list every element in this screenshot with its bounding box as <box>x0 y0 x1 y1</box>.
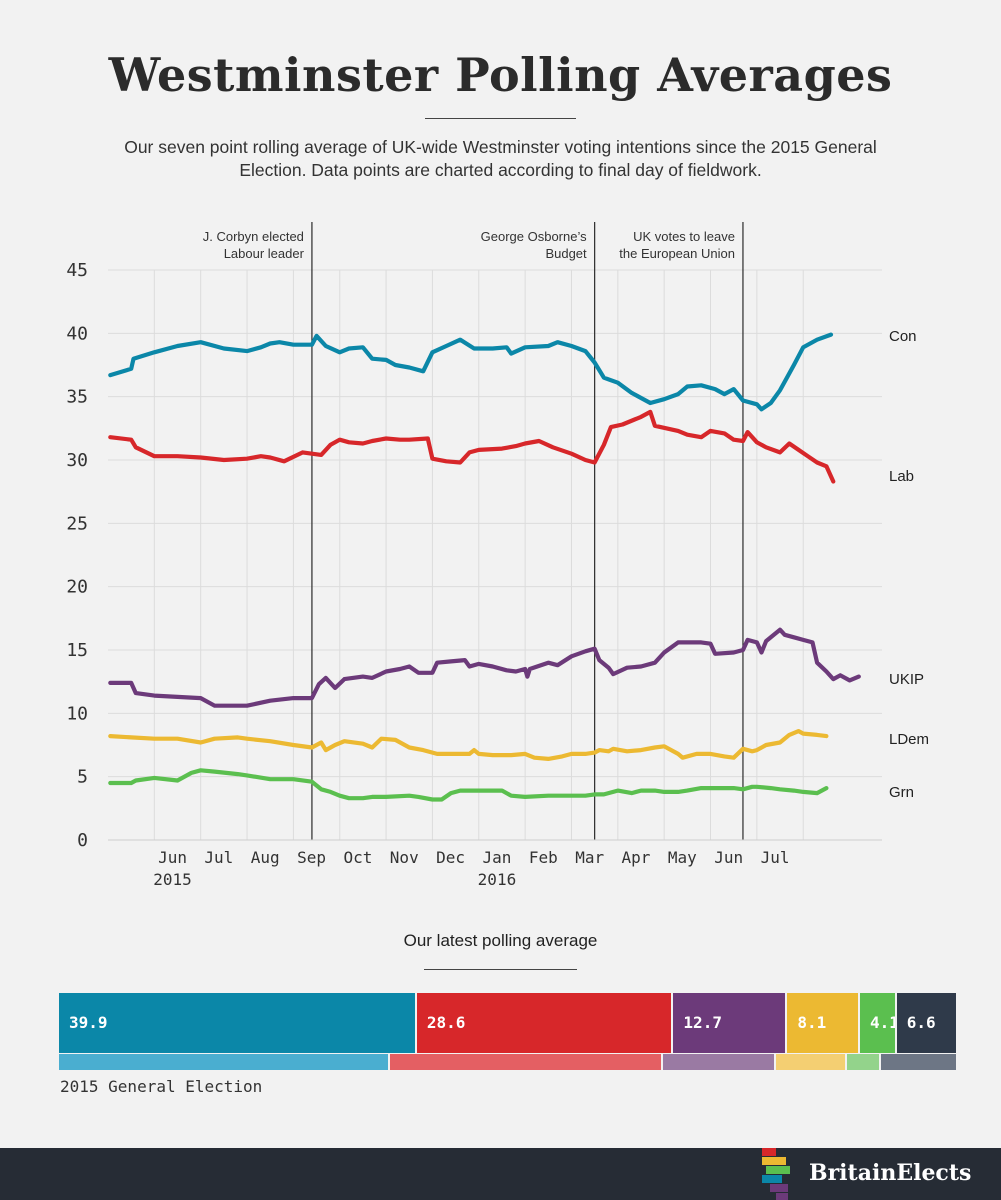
x-tick-label: Jul <box>204 848 233 867</box>
y-tick-label: 10 <box>66 703 88 724</box>
y-tick-label: 40 <box>66 323 88 344</box>
series-label-con: Con <box>889 328 917 345</box>
x-tick-label: May <box>668 848 697 867</box>
latest-segment-ukip: 12.7 <box>673 993 788 1053</box>
ge-segment-grn <box>846 1054 881 1070</box>
page-title: Westminster Polling Averages <box>108 48 893 102</box>
event-label: George Osborne’s <box>481 229 587 244</box>
series-label-ukip: UKIP <box>889 671 924 688</box>
series-line-con <box>108 332 834 412</box>
ge-segment-lab <box>389 1054 663 1070</box>
chart-events: J. Corbyn elected Labour leader George Osb… <box>203 222 744 840</box>
general-election-label: 2015 General Election <box>60 1077 263 1096</box>
britainelects-logo-icon <box>762 1148 790 1200</box>
chart-series: Con Lab UKIP LDem Grn <box>108 328 929 802</box>
y-tick-label: 35 <box>66 387 88 408</box>
x-tick-label: Jul <box>761 848 790 867</box>
x-tick-label: Oct <box>343 848 372 867</box>
y-tick-label: 15 <box>66 640 88 661</box>
chart-grid <box>108 269 882 841</box>
event-label: Labour leader <box>224 246 305 261</box>
x-tick-year-label: 2016 <box>478 870 517 889</box>
logo-block <box>770 1184 788 1192</box>
x-tick-label: Sep <box>297 848 326 867</box>
series-line-grn <box>108 768 829 802</box>
logo-block <box>776 1193 788 1200</box>
x-tick-label: Jan <box>482 848 511 867</box>
x-tick-year-label: 2015 <box>153 870 192 889</box>
y-tick-label: 30 <box>66 450 88 471</box>
page-subtitle: Our seven point rolling average of UK-wi… <box>124 137 877 180</box>
y-tick-label: 5 <box>77 767 88 788</box>
polling-line-chart: J. Corbyn elected Labour leader George Osb… <box>66 222 929 889</box>
series-label-grn: Grn <box>889 784 914 801</box>
ge-segment-other <box>880 1054 956 1070</box>
general-election-bar <box>59 1054 956 1070</box>
series-label-ldem: LDem <box>889 731 929 748</box>
latest-segment-ldem: 8.1 <box>787 993 860 1053</box>
logo-block <box>766 1166 790 1174</box>
event-label: UK votes to leave <box>633 229 735 244</box>
logo-block <box>762 1175 782 1183</box>
latest-segment-con: 39.9 <box>59 993 417 1053</box>
latest-average-bar: 39.9 28.6 12.7 8.1 4.1 6.6 <box>59 993 956 1053</box>
x-tick-label: Nov <box>390 848 419 867</box>
title-divider <box>425 118 576 119</box>
x-tick-label: Dec <box>436 848 465 867</box>
event-label: J. Corbyn elected <box>203 229 304 244</box>
y-tick-label: 20 <box>66 577 88 598</box>
x-tick-label: Aug <box>251 848 280 867</box>
x-tick-label: Apr <box>622 848 651 867</box>
series-label-lab: Lab <box>889 468 914 485</box>
logo-block <box>762 1157 786 1165</box>
latest-segment-lab: 28.6 <box>416 993 674 1053</box>
latest-segment-grn: 4.1 <box>859 993 897 1053</box>
y-tick-label: 25 <box>66 513 88 534</box>
ge-segment-con <box>59 1054 390 1070</box>
latest-average-title: Our latest polling average <box>403 931 598 950</box>
brand-name: BritainElects <box>809 1160 972 1186</box>
ge-segment-ldem <box>775 1054 847 1070</box>
latest-segment-other: 6.6 <box>896 993 956 1053</box>
series-line-ukip <box>108 627 861 708</box>
chart-axes: 0 5 10 15 20 25 30 35 40 45 Jun 2015 Jul Aug Sep Oct Nov… <box>66 260 882 889</box>
latest-divider <box>424 969 577 970</box>
ge-segment-ukip <box>662 1054 776 1070</box>
event-label: Budget <box>545 246 587 261</box>
y-tick-label: 45 <box>66 260 88 281</box>
series-line-lab <box>108 409 836 484</box>
x-tick-label: Mar <box>575 848 604 867</box>
x-tick-label: Jun <box>714 848 743 867</box>
logo-block <box>762 1148 776 1156</box>
x-tick-label: Feb <box>529 848 558 867</box>
series-line-ldem <box>108 729 829 761</box>
event-label: the European Union <box>619 246 735 261</box>
footer: BritainElects <box>0 1148 1001 1200</box>
y-tick-label: 0 <box>77 830 88 851</box>
x-tick-label: Jun <box>158 848 187 867</box>
